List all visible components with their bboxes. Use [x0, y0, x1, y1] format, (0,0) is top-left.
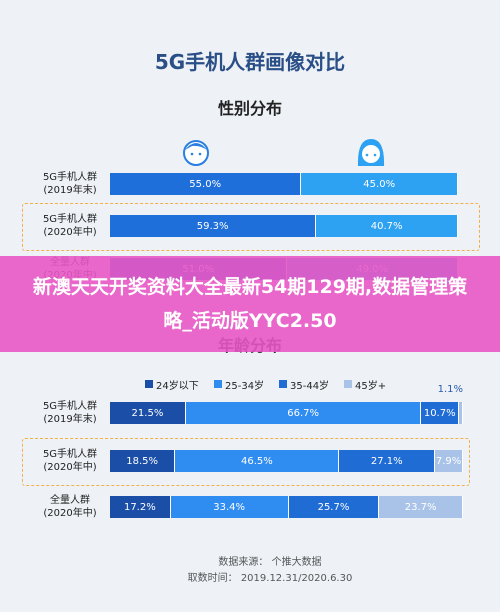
title: 5G手机人群画像对比: [154, 50, 346, 74]
category-label: 5G手机人群 (2020年中): [42, 449, 98, 473]
legend-label: 25-34岁: [225, 381, 265, 392]
value-label: 33.4%: [213, 501, 246, 513]
value-label: 10.7%: [423, 407, 456, 419]
legend-swatch: [279, 380, 287, 388]
value-label: 1.1%: [437, 384, 463, 395]
legend-label: 24岁以下: [156, 381, 199, 392]
value-label: 18.5%: [126, 455, 159, 467]
value-label: 46.5%: [240, 455, 273, 467]
legend-swatch: [344, 380, 352, 388]
category-label: 5G手机人群 (2019年末): [42, 401, 98, 425]
category-label: 5G手机人群 (2019年末): [42, 172, 98, 196]
subtitle: 性别分布: [217, 99, 282, 118]
legend-swatch: [145, 380, 153, 388]
highlight-box: [22, 203, 480, 251]
bar-segment: 18.5%: [110, 450, 176, 472]
value-label: 23.7%: [404, 501, 437, 513]
bar-segment: 27.1%: [339, 450, 436, 472]
value-label: 40.7%: [370, 220, 403, 232]
female-icon: [357, 139, 385, 166]
category-label: 全量人群 (2020年中): [43, 495, 97, 519]
footer: 取数时间： 2019.12.31/2020.6.30: [187, 573, 353, 584]
footer: 数据来源： 个推大数据: [218, 557, 322, 568]
highlight-box: [22, 438, 470, 486]
value-label: 21.5%: [131, 407, 164, 419]
legend-label: 45岁+: [355, 381, 387, 392]
bar-segment: [459, 402, 463, 424]
value-label: 45.0%: [363, 178, 396, 190]
banner-text: 新澳天天开奖资料大全最新54期129期,数据管理策略_活动版YYC2.50: [32, 276, 468, 332]
bar-segment: 10.7%: [421, 402, 460, 424]
bar-segment: 55.0%: [110, 173, 302, 195]
bar-segment: 40.7%: [316, 215, 458, 237]
bar-segment: 17.2%: [110, 496, 171, 518]
category-label: 5G手机人群 (2020年中): [42, 214, 98, 238]
bar-segment: 59.3%: [110, 215, 317, 237]
male-icon: [183, 140, 209, 166]
value-label: 55.0%: [189, 178, 222, 190]
bar-segment: 23.7%: [379, 496, 463, 518]
bar-segment: 66.7%: [185, 402, 422, 424]
value-label: 17.2%: [123, 501, 156, 513]
value-label: 66.7%: [287, 407, 319, 419]
legend-swatch: [214, 380, 222, 388]
value-label: 25.7%: [317, 501, 350, 513]
bar-segment: 25.7%: [288, 496, 380, 518]
bar-segment: 7.9%: [435, 450, 463, 472]
value-label: 27.1%: [370, 455, 403, 467]
bar-segment: 21.5%: [110, 402, 186, 424]
bar-segment: 45.0%: [301, 173, 458, 195]
legend-label: 35-44岁: [290, 381, 330, 392]
value-label: 59.3%: [196, 220, 229, 232]
bar-segment: 33.4%: [170, 496, 289, 518]
value-label: 7.9%: [435, 455, 462, 467]
bar-segment: 46.5%: [175, 450, 340, 472]
